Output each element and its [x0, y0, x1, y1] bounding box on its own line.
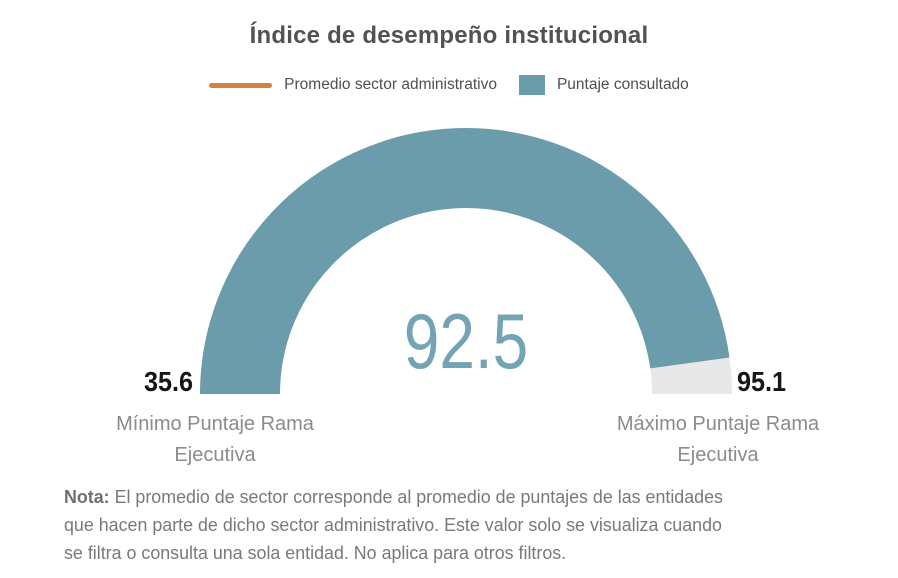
note-text: Nota: El promedio de sector corresponde …: [64, 486, 723, 563]
average-line-swatch: [209, 82, 273, 88]
chart-title: Índice de desempeño institucional: [249, 22, 649, 49]
gauge-max-label: Máximo Puntaje Rama Ejecutiva: [616, 413, 820, 466]
gauge-remainder-arc: [650, 357, 732, 395]
score-square-swatch: [518, 75, 545, 95]
note-label: Nota:: [64, 486, 110, 507]
gauge-value-arc[interactable]: [200, 128, 730, 395]
legend: Promedio sector administrativo Puntaje c…: [0, 72, 898, 98]
gauge-value: 92.5: [403, 297, 529, 385]
gauge-min-value: 35.6: [143, 366, 193, 397]
gauge-max-value: 95.1: [737, 366, 787, 397]
legend-item-average[interactable]: Promedio sector administrativo: [209, 76, 497, 94]
legend-item-label: Promedio sector administrativo: [284, 76, 497, 93]
legend-item-score[interactable]: Puntaje consultado: [518, 75, 689, 95]
legend-item-label: Puntaje consultado: [556, 76, 689, 93]
gauge-min-label: Mínimo Puntaje Rama Ejecutiva: [116, 413, 314, 466]
